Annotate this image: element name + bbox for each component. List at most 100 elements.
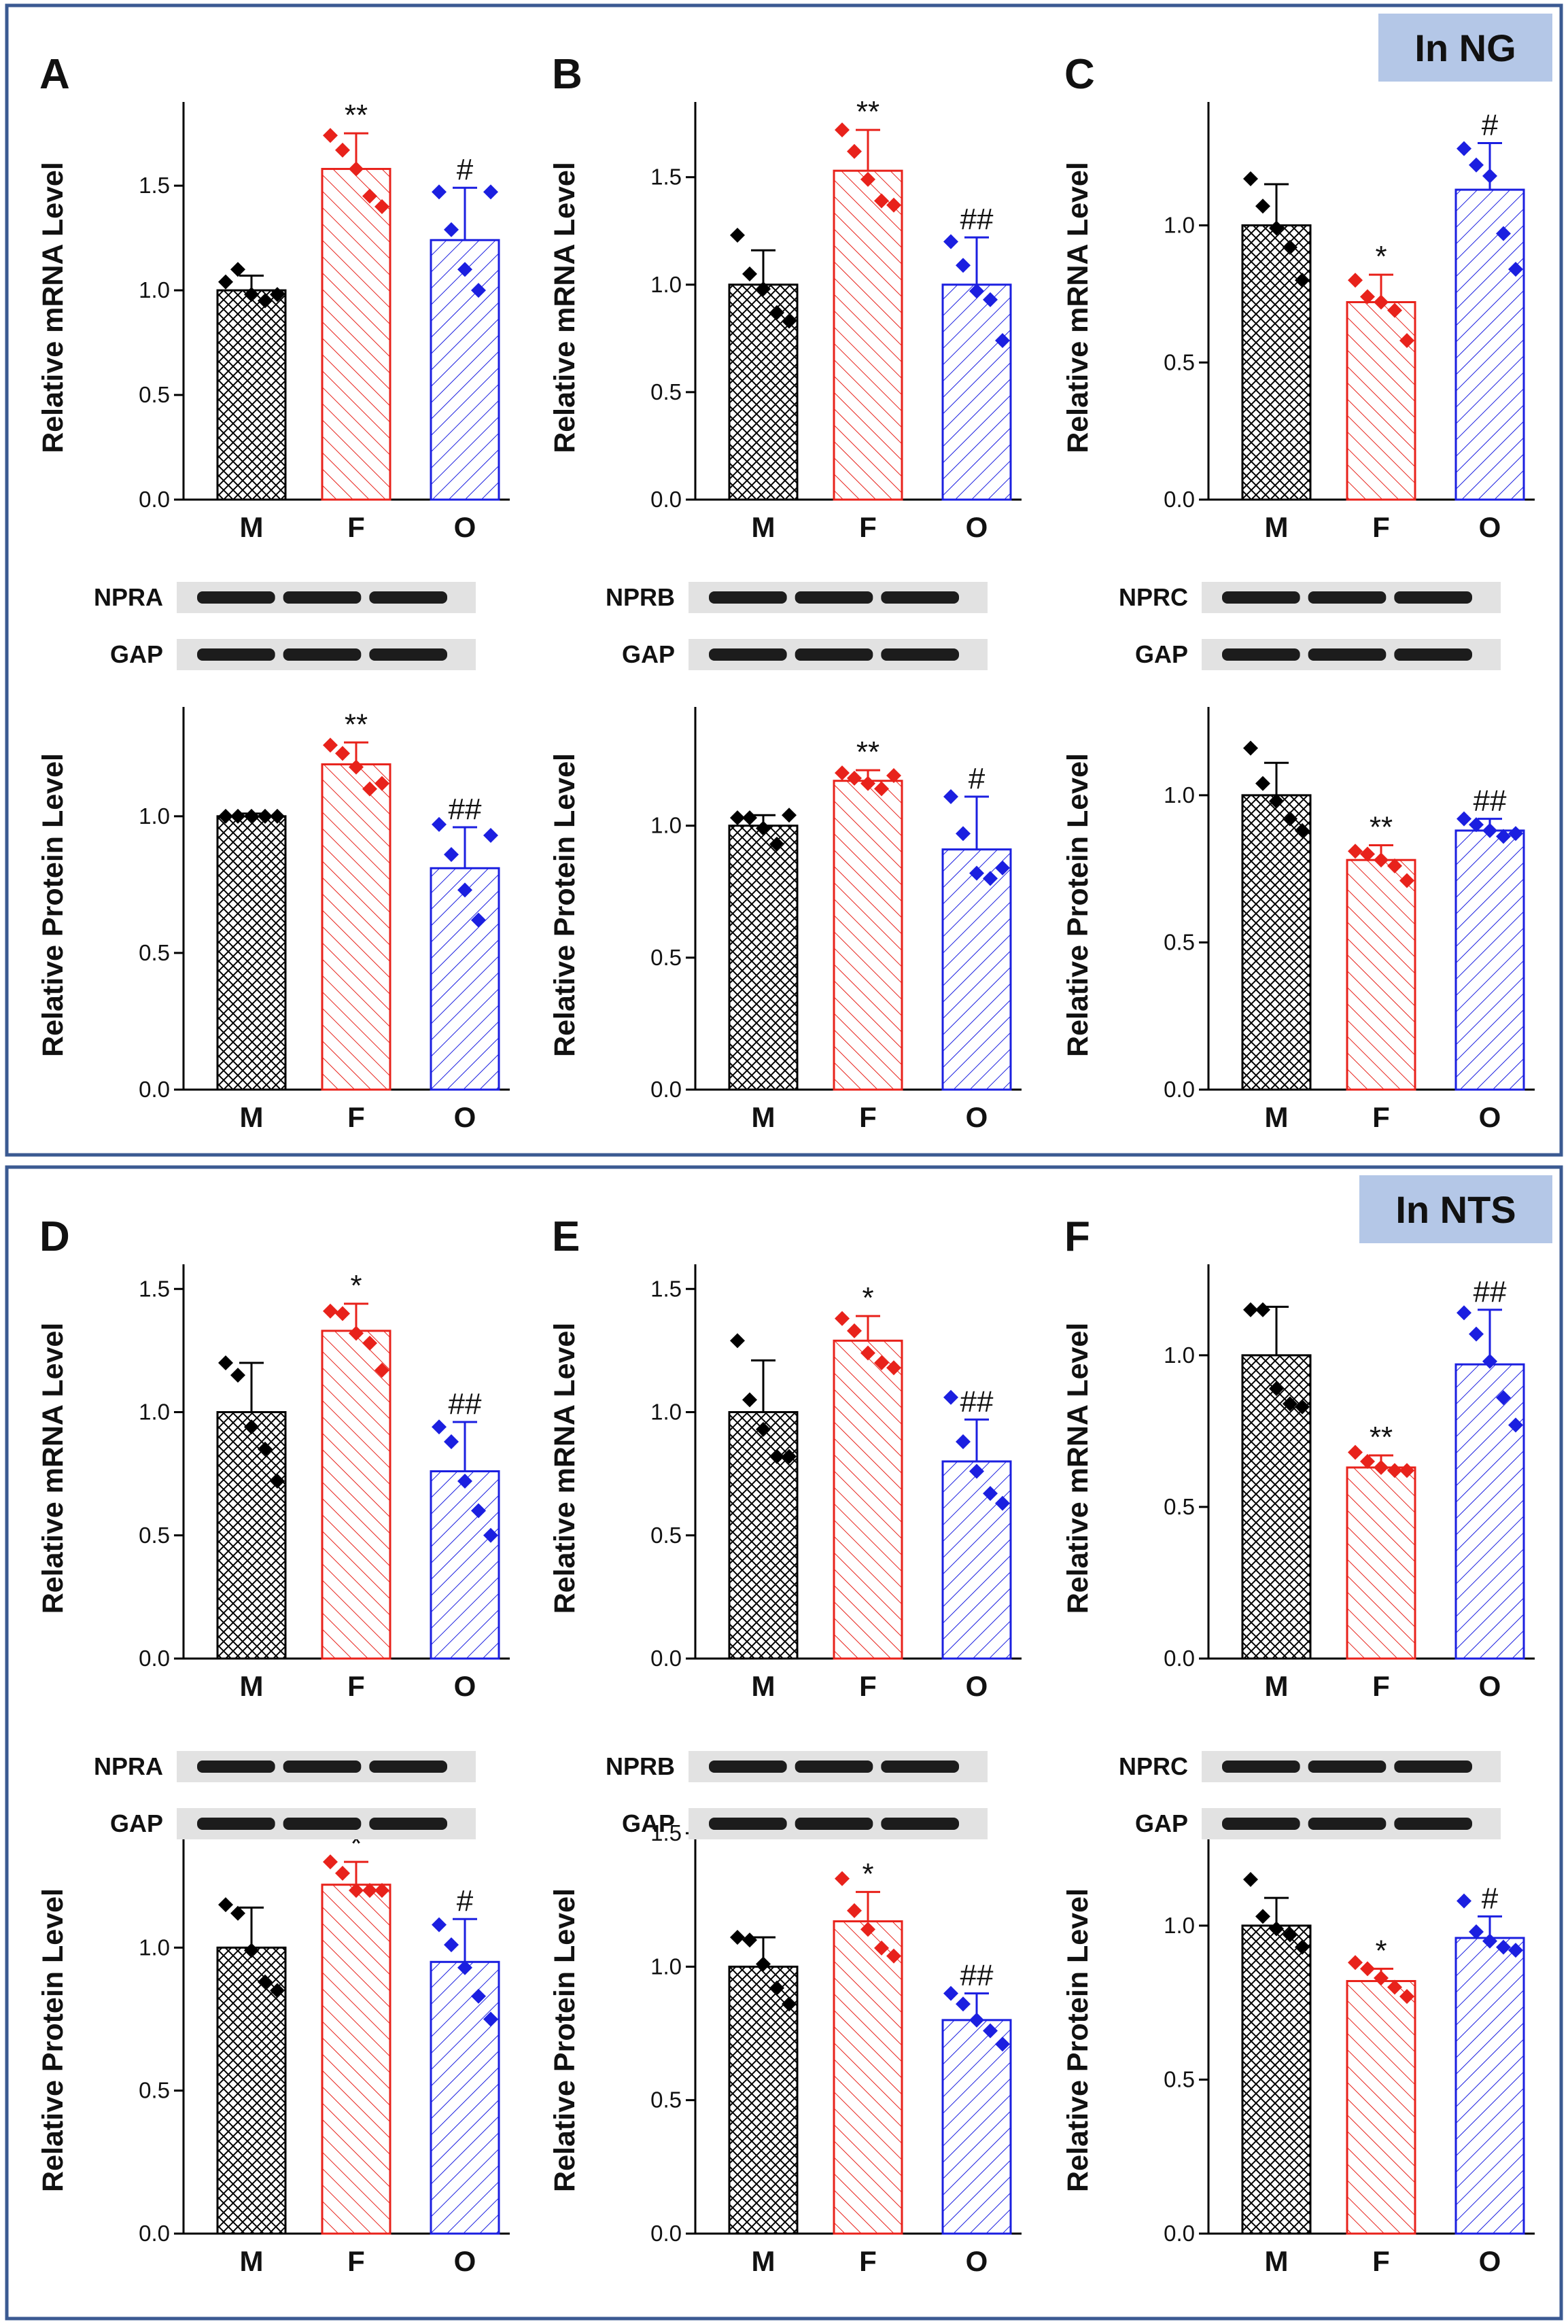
data-point-f [335,746,350,761]
data-point-f [362,781,377,797]
data-point-m [1283,1396,1297,1412]
data-point-m [1255,776,1270,791]
blot-label-control: GAP [1135,640,1188,668]
data-point-m [730,228,745,243]
y-tick-label: 0.0 [650,2221,682,2246]
y-tick-label: 0.5 [650,945,682,970]
data-point-f [335,1306,350,1321]
western-blot: NPRB GAP [606,1751,988,1839]
y-tick-label: 1.0 [139,1400,170,1425]
significance-mark-f: ** [856,95,879,128]
section-frame-ng [5,3,1563,1157]
significance-mark-o: # [1482,109,1499,142]
y-axis-label: Relative mRNA Level [37,1323,69,1614]
data-point-f [1360,846,1375,862]
blot-band [709,1818,787,1830]
data-point-o [1469,817,1484,833]
chart-d-protein: Relative Protein Level0.00.51.0M*F#ONPRA… [37,1751,510,2277]
y-tick-label: 1.0 [650,1400,682,1425]
y-tick-label: 1.0 [1164,782,1195,808]
data-point-o [969,2012,984,2028]
category-label-f: F [859,1670,877,1702]
blot-band [1394,648,1472,661]
data-point-o [1469,157,1484,173]
significance-mark-f: * [862,1857,873,1890]
region-badge-nts: In NTS [1359,1175,1552,1243]
y-axis-label: Relative mRNA Level [548,1323,581,1614]
category-label-m: M [752,1101,776,1133]
category-label-m: M [752,2245,776,2277]
data-point-o [1496,226,1511,241]
western-blot: NPRA GAP [94,1751,476,1839]
data-point-o [969,865,984,881]
category-label-o: O [1479,1670,1501,1702]
y-axis-label: Relative mRNA Level [1062,162,1094,453]
data-point-m [218,1355,233,1370]
significance-mark-f: * [1375,240,1387,273]
data-point-f [860,1345,875,1361]
data-point-m [1269,220,1284,236]
data-point-f [1360,289,1375,305]
data-point-o [983,1486,998,1502]
data-point-o [1457,1305,1471,1321]
category-label-o: O [454,1101,476,1133]
category-label-o: O [454,511,476,543]
blot-label-target: NPRB [606,1752,675,1780]
bar-m [728,1965,799,2235]
data-point-m [230,808,245,824]
category-label-f: F [347,2245,365,2277]
data-point-f [860,776,875,791]
data-point-m [244,808,259,824]
data-point-m [218,808,233,824]
data-point-m [742,266,757,281]
category-label-f: F [1372,2245,1390,2277]
y-tick-label: 1.0 [1164,213,1195,238]
data-point-o [1469,1326,1484,1342]
significance-mark-f: * [1375,1934,1387,1967]
data-point-o [956,826,971,842]
data-point-m [769,1980,784,1996]
data-point-f [349,759,364,775]
category-label-m: M [1265,1101,1289,1133]
data-point-f [374,776,389,791]
data-point-o [457,1474,472,1489]
category-label-f: F [1372,1670,1390,1702]
y-tick-label: 1.5 [139,173,170,198]
y-tick-label: 1.5 [650,1276,682,1301]
bar-o [941,1460,1012,1660]
data-point-o [1496,829,1511,844]
blot-band [881,1761,959,1773]
data-point-o [1496,1390,1511,1406]
significance-mark-o: ## [960,203,994,236]
data-point-m [258,808,273,824]
category-label-m: M [240,1670,264,1702]
data-point-f [1374,1970,1389,1985]
data-point-o [483,184,498,200]
data-point-o [956,258,971,273]
data-point-o [432,816,447,832]
bar-f [321,1330,391,1660]
data-point-f [835,765,850,781]
y-tick-label: 1.5 [650,164,682,190]
significance-mark-o: ## [1474,784,1507,818]
data-point-f [374,1362,389,1378]
data-point-m [756,281,771,297]
y-tick-label: 1.0 [139,803,170,829]
data-point-f [1399,1989,1414,2005]
blot-band [1308,591,1387,604]
region-label-nts: In NTS [1395,1188,1516,1231]
chart-b-protein: Relative Protein Level 0.0 0.5 1.0 M ** F # O NPR… [548,582,1022,1133]
y-tick-label: 0.5 [139,940,170,965]
chart-f-mRNA: F Relative mRNA Level 0.0 0.5 1.0 M ** F ## O [1062,1213,1535,1702]
blot-band [709,648,787,661]
blot-label-control: GAP [110,640,163,668]
y-tick-label: 1.5 [650,1820,682,1845]
data-point-o [432,1419,447,1435]
data-point-f [886,1948,901,1964]
data-point-f [323,738,338,753]
panel-letter: D [39,1213,70,1260]
data-point-f [1348,273,1363,288]
data-point-o [471,1503,486,1519]
blot-band [283,1761,362,1773]
data-point-m [782,808,797,823]
